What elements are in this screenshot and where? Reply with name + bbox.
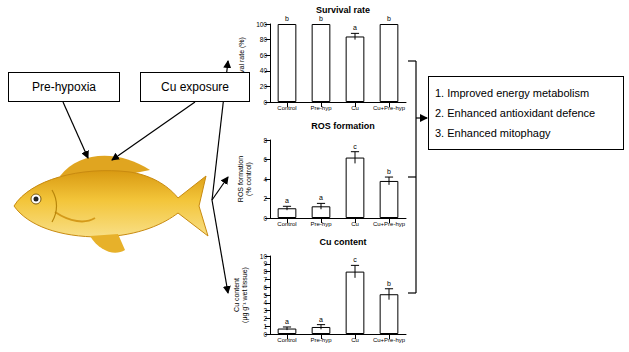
- html-text:Cu exposure: Cu exposure: [161, 80, 229, 94]
- svg-text:6: 6: [263, 284, 267, 291]
- svg-text:Pre-hyp: Pre-hyp: [310, 337, 332, 343]
- svg-text:(% control): (% control): [245, 162, 253, 196]
- svg-text:6: 6: [263, 156, 267, 163]
- svg-text:b: b: [387, 168, 391, 175]
- svg-text:b: b: [387, 15, 391, 22]
- svg-text:Control: Control: [277, 105, 296, 111]
- svg-text:3: 3: [263, 307, 267, 314]
- svg-text:7: 7: [263, 276, 267, 283]
- svg-text:20: 20: [260, 83, 268, 90]
- svg-text:Cu content: Cu content: [233, 278, 240, 312]
- svg-text:2: 2: [263, 315, 267, 322]
- svg-text:Control: Control: [277, 221, 296, 227]
- svg-text:0: 0: [263, 99, 267, 106]
- svg-text:Cu: Cu: [351, 337, 359, 343]
- html-text:2. Enhanced antioxidant defenc: 2. Enhanced antioxidant defence: [435, 107, 596, 119]
- svg-text:a: a: [353, 24, 357, 31]
- svg-text:100: 100: [256, 21, 267, 28]
- svg-text:10: 10: [260, 253, 268, 260]
- svg-text:Cu: Cu: [351, 105, 359, 111]
- svg-text:Pre-hyp: Pre-hyp: [310, 221, 332, 227]
- svg-text:Cu: Cu: [351, 221, 359, 227]
- svg-text:a: a: [319, 194, 323, 201]
- svg-text:c: c: [353, 256, 357, 263]
- svg-text:b: b: [387, 280, 391, 287]
- svg-text:60: 60: [260, 52, 268, 59]
- svg-text:8: 8: [263, 268, 267, 275]
- svg-text:Cu+Pre-hyp: Cu+Pre-hyp: [373, 337, 406, 343]
- svg-text:2: 2: [263, 195, 267, 202]
- svg-text:Survival rate: Survival rate: [316, 5, 370, 15]
- svg-text:9: 9: [263, 260, 267, 267]
- html-text:Pre-hypoxia: Pre-hypoxia: [32, 80, 96, 94]
- svg-text:0: 0: [263, 331, 267, 338]
- svg-text:8: 8: [263, 137, 267, 144]
- svg-text:Cu+Pre-hyp: Cu+Pre-hyp: [373, 221, 406, 227]
- svg-text:Survival rate (%): Survival rate (%): [238, 37, 246, 89]
- svg-text:c: c: [353, 143, 357, 150]
- svg-text:80: 80: [260, 36, 268, 43]
- html-text:1. Improved energy metabolism: 1. Improved energy metabolism: [435, 87, 590, 99]
- svg-text:0: 0: [263, 215, 267, 222]
- svg-text:b: b: [319, 15, 323, 22]
- svg-text:40: 40: [260, 67, 268, 74]
- svg-text:Control: Control: [277, 337, 296, 343]
- svg-text:4: 4: [263, 299, 267, 306]
- svg-text:Cu content: Cu content: [320, 237, 367, 247]
- svg-text:(μg g⁻¹ wet tissue): (μg g⁻¹ wet tissue): [241, 267, 249, 323]
- svg-text:Pre-hyp: Pre-hyp: [310, 105, 332, 111]
- svg-text:1: 1: [263, 323, 267, 330]
- svg-text:a: a: [319, 316, 323, 323]
- svg-text:4: 4: [263, 176, 267, 183]
- svg-text:5: 5: [263, 292, 267, 299]
- svg-text:a: a: [285, 197, 289, 204]
- svg-text:ROS formation: ROS formation: [311, 121, 375, 131]
- svg-text:ROS formation: ROS formation: [237, 156, 244, 202]
- svg-text:a: a: [285, 318, 289, 325]
- svg-text:Cu+Pre-hyp: Cu+Pre-hyp: [373, 105, 406, 111]
- svg-text:b: b: [285, 15, 289, 22]
- html-text:3. Enhanced mitophagy: 3. Enhanced mitophagy: [435, 127, 551, 139]
